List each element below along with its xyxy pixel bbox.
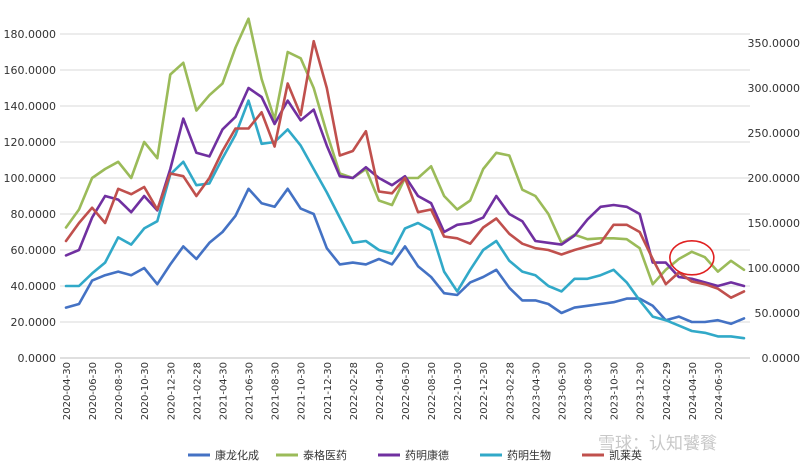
x-tick-label: 2024-04-30 bbox=[688, 362, 699, 420]
y-left-tick-label: 100.0000 bbox=[4, 172, 57, 185]
y-left-tick-label: 120.0000 bbox=[4, 136, 57, 149]
x-tick-label: 2024-06-30 bbox=[714, 362, 725, 420]
x-tick-label: 2021-04-30 bbox=[218, 362, 229, 420]
x-tick-label: 2021-12-30 bbox=[323, 362, 334, 420]
legend-label: 泰格医药 bbox=[303, 448, 347, 462]
x-tick-label: 2023-10-30 bbox=[610, 362, 621, 420]
y-right-tick-label: 0.0000 bbox=[762, 352, 800, 365]
x-tick-label: 2021-10-30 bbox=[297, 362, 308, 420]
y-left-tick-label: 180.0000 bbox=[4, 28, 57, 41]
legend-label: 康龙化成 bbox=[215, 448, 259, 462]
y-right-tick-label: 350.0000 bbox=[748, 37, 800, 50]
x-tick-label: 2023-04-30 bbox=[531, 362, 542, 420]
y-right-tick-label: 300.0000 bbox=[748, 82, 800, 95]
x-tick-label: 2023-06-30 bbox=[557, 362, 568, 420]
x-tick-label: 2020-08-30 bbox=[114, 362, 125, 420]
y-left-tick-label: 160.0000 bbox=[4, 64, 57, 77]
y-left-tick-label: 140.0000 bbox=[4, 100, 57, 113]
watermark-text: 雪球：认知饕餮 bbox=[598, 434, 717, 454]
y-right-tick-label: 200.0000 bbox=[748, 172, 800, 185]
x-tick-label: 2023-12-30 bbox=[636, 362, 647, 420]
x-tick-label: 2021-08-30 bbox=[271, 362, 282, 420]
highlight-circle bbox=[670, 241, 714, 275]
axes: 0.0000 20.0000 40.0000 60.0000 80.0000 100.00… bbox=[4, 28, 800, 420]
y-right-tick-label: 250.0000 bbox=[748, 127, 800, 140]
x-tick-label: 2022-10-30 bbox=[453, 362, 464, 420]
y-right-tick-label: 50.0000 bbox=[755, 307, 800, 320]
x-tick-label: 2021-02-28 bbox=[192, 362, 203, 420]
legend: 康龙化成泰格医药药明康德药明生物凯莱英 bbox=[188, 448, 642, 462]
y-left-tick-label: 0.0000 bbox=[18, 352, 57, 365]
x-tick-label: 2024-02-29 bbox=[662, 362, 673, 420]
x-tick-label: 2020-04-30 bbox=[62, 362, 73, 420]
series-line-1 bbox=[66, 19, 744, 285]
x-tick-label: 2022-06-30 bbox=[401, 362, 412, 420]
x-tick-label: 2020-06-30 bbox=[88, 362, 99, 420]
y-left-tick-label: 40.0000 bbox=[11, 280, 57, 293]
x-tick-label: 2022-12-30 bbox=[479, 362, 490, 420]
y-left-tick-label: 20.0000 bbox=[11, 316, 57, 329]
annotations bbox=[670, 241, 714, 275]
x-tick-label: 2023-08-30 bbox=[584, 362, 595, 420]
x-tick-label: 2023-02-28 bbox=[505, 362, 516, 420]
x-tick-label: 2020-12-30 bbox=[166, 362, 177, 420]
x-tick-label: 2020-10-30 bbox=[140, 362, 151, 420]
x-tick-label: 2022-08-30 bbox=[427, 362, 438, 420]
x-tick-label: 2022-04-30 bbox=[375, 362, 386, 420]
x-tick-label: 2021-06-30 bbox=[245, 362, 256, 420]
y-right-tick-label: 150.0000 bbox=[748, 217, 800, 230]
legend-label: 药明生物 bbox=[507, 448, 551, 462]
y-left-tick-label: 80.0000 bbox=[11, 208, 57, 221]
legend-label: 药明康德 bbox=[405, 448, 449, 462]
y-right-tick-label: 100.0000 bbox=[748, 262, 800, 275]
x-tick-label: 2022-02-28 bbox=[349, 362, 360, 420]
y-left-tick-label: 60.0000 bbox=[11, 244, 57, 257]
